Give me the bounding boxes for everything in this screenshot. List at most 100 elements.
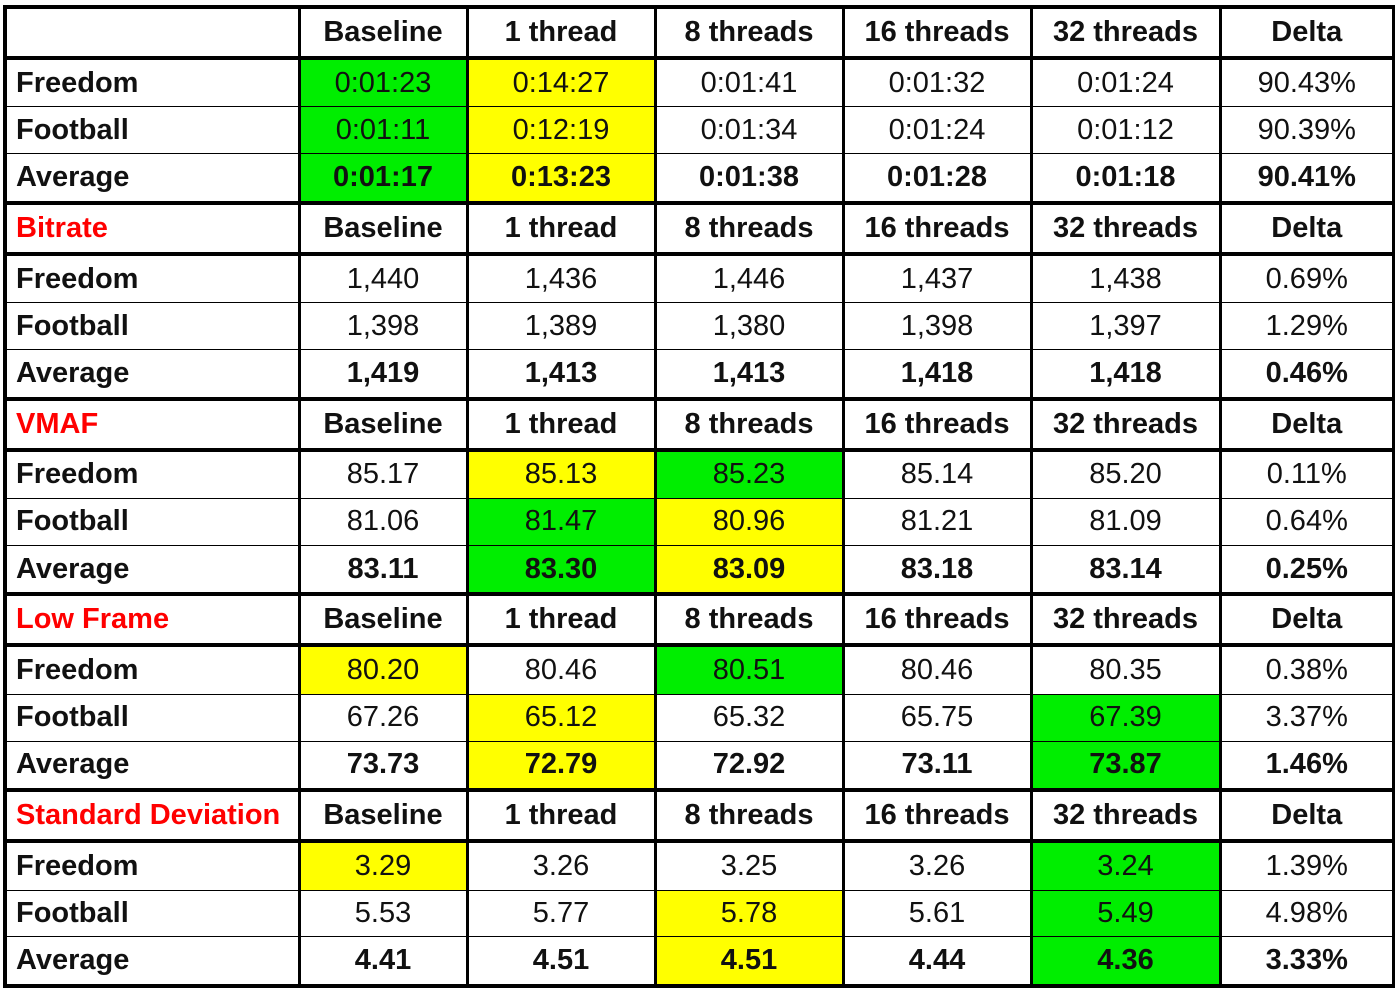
table-cell: 5.61 bbox=[841, 889, 1032, 938]
table-cell: 3.26 bbox=[465, 840, 656, 891]
row-label: Football bbox=[3, 889, 301, 938]
table-row: Football 0:01:11 0:12:19 0:01:34 0:01:24 0:01… bbox=[3, 106, 1395, 155]
row-label: Average bbox=[3, 153, 301, 205]
table-cell: 4.41 bbox=[297, 936, 468, 989]
table-cell: 0:01:38 bbox=[653, 153, 844, 205]
table-cell: 0:01:11 bbox=[297, 106, 468, 155]
table-cell: 3.24 bbox=[1029, 840, 1221, 891]
column-header: 1 thread bbox=[465, 788, 656, 844]
table-cell: 3.33% bbox=[1218, 936, 1395, 989]
table-cell: 90.41% bbox=[1218, 153, 1395, 205]
column-header: Delta bbox=[1218, 200, 1395, 256]
table-cell: 85.13 bbox=[465, 449, 656, 499]
table-cell: 85.23 bbox=[653, 449, 844, 499]
column-header: Baseline bbox=[297, 4, 468, 61]
table-cell: 80.46 bbox=[841, 644, 1032, 695]
table-row: Average 0:01:17 0:13:23 0:01:38 0:01:28 0:01:… bbox=[3, 153, 1395, 205]
table-cell: 73.73 bbox=[297, 740, 468, 793]
row-label: Freedom bbox=[3, 644, 301, 695]
row-label: Average bbox=[3, 740, 301, 793]
table-row: Freedom 0:01:23 0:14:27 0:01:41 0:01:32 0:01:… bbox=[3, 57, 1395, 108]
table-cell: 3.37% bbox=[1218, 693, 1395, 742]
table-cell: 1,418 bbox=[1029, 349, 1221, 401]
table-row: Average 73.73 72.79 72.92 73.11 73.87 1.46% bbox=[3, 740, 1395, 793]
table-row: Average 1,419 1,413 1,413 1,418 1,418 0.46% bbox=[3, 349, 1395, 401]
table-cell: 5.49 bbox=[1029, 889, 1221, 938]
column-header: 1 thread bbox=[465, 200, 656, 256]
row-label: Freedom bbox=[3, 57, 301, 108]
table-cell: 65.12 bbox=[465, 693, 656, 742]
table-cell: 72.92 bbox=[653, 740, 844, 793]
table-cell: 1.46% bbox=[1218, 740, 1395, 793]
table-cell: 4.51 bbox=[653, 936, 844, 989]
table-cell: 5.53 bbox=[297, 889, 468, 938]
table-cell: 5.78 bbox=[653, 889, 844, 938]
table-cell: 85.14 bbox=[841, 449, 1032, 499]
table-cell: 90.43% bbox=[1218, 57, 1395, 108]
row-label: Average bbox=[3, 349, 301, 401]
results-table-body: Baseline 1 thread 8 threads 16 threads 32 th… bbox=[3, 4, 1395, 989]
section-title: Low Frame bbox=[3, 592, 301, 648]
table-cell: 65.75 bbox=[841, 693, 1032, 742]
column-header: Delta bbox=[1218, 788, 1395, 844]
table-cell: 83.30 bbox=[465, 544, 656, 597]
row-label: Average bbox=[3, 936, 301, 989]
column-header: Delta bbox=[1218, 592, 1395, 648]
table-cell: 0:14:27 bbox=[465, 57, 656, 108]
table-cell: 0:01:41 bbox=[653, 57, 844, 108]
section-header-row: Low Frame Baseline 1 thread 8 threads 16 thr… bbox=[3, 592, 1395, 648]
column-header: 32 threads bbox=[1029, 788, 1221, 844]
column-header: 8 threads bbox=[653, 592, 844, 648]
table-cell: 0:12:19 bbox=[465, 106, 656, 155]
table-cell: 3.26 bbox=[841, 840, 1032, 891]
table-cell: 1,413 bbox=[465, 349, 656, 401]
table-cell: 0:01:12 bbox=[1029, 106, 1221, 155]
table-cell: 1,398 bbox=[841, 302, 1032, 351]
table-cell: 4.36 bbox=[1029, 936, 1221, 989]
column-header: 8 threads bbox=[653, 396, 844, 452]
column-header: 1 thread bbox=[465, 592, 656, 648]
column-header: 8 threads bbox=[653, 788, 844, 844]
column-header: Baseline bbox=[297, 200, 468, 256]
row-label: Average bbox=[3, 544, 301, 597]
column-header: 16 threads bbox=[841, 788, 1032, 844]
column-header: 32 threads bbox=[1029, 200, 1221, 256]
table-cell: 83.14 bbox=[1029, 544, 1221, 597]
table-cell: 0:01:18 bbox=[1029, 153, 1221, 205]
table-cell: 0:01:24 bbox=[841, 106, 1032, 155]
table-cell: 1.39% bbox=[1218, 840, 1395, 891]
table-cell: 4.51 bbox=[465, 936, 656, 989]
table-cell: 0.25% bbox=[1218, 544, 1395, 597]
section-title: VMAF bbox=[3, 396, 301, 452]
section-header-row: Standard Deviation Baseline 1 thread 8 thre… bbox=[3, 788, 1395, 844]
table-cell: 1,419 bbox=[297, 349, 468, 401]
column-header: Baseline bbox=[297, 788, 468, 844]
table-cell: 1,389 bbox=[465, 302, 656, 351]
table-cell: 0:01:17 bbox=[297, 153, 468, 205]
table-cell: 83.18 bbox=[841, 544, 1032, 597]
table-cell: 85.20 bbox=[1029, 449, 1221, 499]
table-cell: 1,436 bbox=[465, 253, 656, 304]
column-header: Delta bbox=[1218, 396, 1395, 452]
table-cell: 80.46 bbox=[465, 644, 656, 695]
table-cell: 81.47 bbox=[465, 497, 656, 546]
row-label: Freedom bbox=[3, 840, 301, 891]
table-cell: 1,380 bbox=[653, 302, 844, 351]
table-cell: 0:01:28 bbox=[841, 153, 1032, 205]
table-row: Football 1,398 1,389 1,380 1,398 1,397 1.29% bbox=[3, 302, 1395, 351]
section-title: Standard Deviation bbox=[3, 788, 301, 844]
column-header: 8 threads bbox=[653, 4, 844, 61]
table-cell: 65.32 bbox=[653, 693, 844, 742]
table-cell: 80.51 bbox=[653, 644, 844, 695]
table-row: Freedom 80.20 80.46 80.51 80.46 80.35 0.38% bbox=[3, 644, 1395, 695]
table-cell: 85.17 bbox=[297, 449, 468, 499]
table-row: Freedom 85.17 85.13 85.23 85.14 85.20 0.11% bbox=[3, 449, 1395, 499]
table-cell: 0.38% bbox=[1218, 644, 1395, 695]
table-cell: 1,397 bbox=[1029, 302, 1221, 351]
table-cell: 0:01:24 bbox=[1029, 57, 1221, 108]
table-row: Freedom 3.29 3.26 3.25 3.26 3.24 1.39% bbox=[3, 840, 1395, 891]
table-cell: 90.39% bbox=[1218, 106, 1395, 155]
column-header: 1 thread bbox=[465, 4, 656, 61]
table-cell: 1,398 bbox=[297, 302, 468, 351]
table-row: Football 5.53 5.77 5.78 5.61 5.49 4.98% bbox=[3, 889, 1395, 938]
